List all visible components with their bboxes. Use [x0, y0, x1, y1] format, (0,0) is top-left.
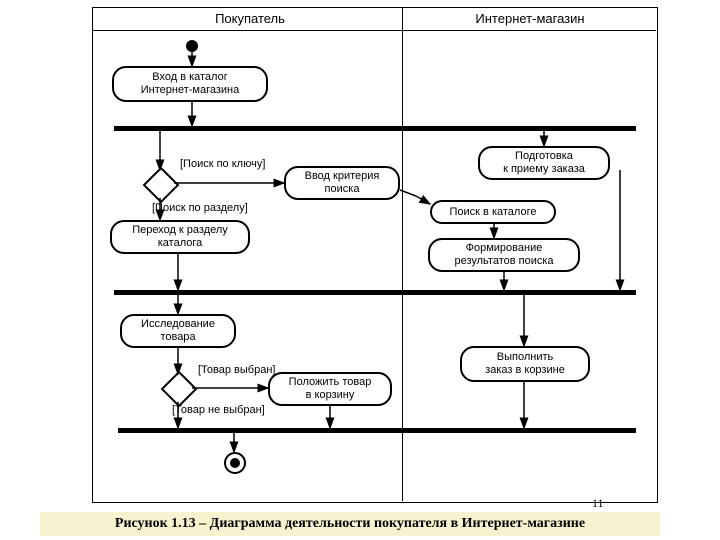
page-number: 11 [592, 496, 604, 511]
activity-label: Поиск в каталоге [450, 206, 537, 219]
initial-node [186, 40, 198, 52]
figure-caption: Рисунок 1.13 – Диаграмма деятельности по… [40, 512, 660, 536]
swimlane-buyer-header: Покупатель [170, 11, 330, 26]
activity-label: Формированиерезультатов поиска [454, 242, 553, 267]
guard-key-search: [Поиск по ключу] [180, 158, 265, 170]
sync-bar-1 [114, 126, 636, 131]
activity-study-product: Исследованиетовара [120, 314, 236, 348]
activity-label: Ввод критерияпоиска [305, 170, 380, 195]
final-node [224, 452, 246, 474]
swimlane-shop-header: Интернет-магазин [450, 11, 610, 26]
activity-label: Положить товарв корзину [289, 376, 372, 401]
swimlane-divider [402, 7, 403, 501]
caption-text: Рисунок 1.13 – Диаграмма деятельности по… [115, 516, 585, 532]
guard-section-search: [Поиск по разделу] [152, 202, 248, 214]
activity-goto-section: Переход к разделукаталога [110, 220, 250, 254]
activity-label: Вход в каталогИнтернет-магазина [141, 71, 239, 96]
activity-label: Переход к разделукаталога [132, 224, 228, 249]
activity-label: Подготовкак приему заказа [503, 150, 585, 175]
activity-prepare-order: Подготовкак приему заказа [478, 146, 610, 180]
activity-label: Выполнитьзаказ в корзине [485, 351, 565, 376]
header-line [92, 30, 656, 31]
guard-selected: [Товар выбран] [198, 364, 275, 376]
activity-enter-criteria: Ввод критерияпоиска [284, 166, 400, 200]
activity-search-catalog: Поиск в каталоге [430, 200, 556, 224]
activity-put-cart: Положить товарв корзину [268, 372, 392, 406]
activity-enter-catalog: Вход в каталогИнтернет-магазина [112, 66, 268, 102]
activity-form-results: Формированиерезультатов поиска [428, 238, 580, 272]
activity-label: Исследованиетовара [141, 318, 215, 343]
activity-execute-order: Выполнитьзаказ в корзине [460, 346, 590, 382]
sync-bar-3 [118, 428, 636, 433]
guard-not-selected: [Товар не выбран] [172, 404, 265, 416]
sync-bar-2 [114, 290, 636, 295]
